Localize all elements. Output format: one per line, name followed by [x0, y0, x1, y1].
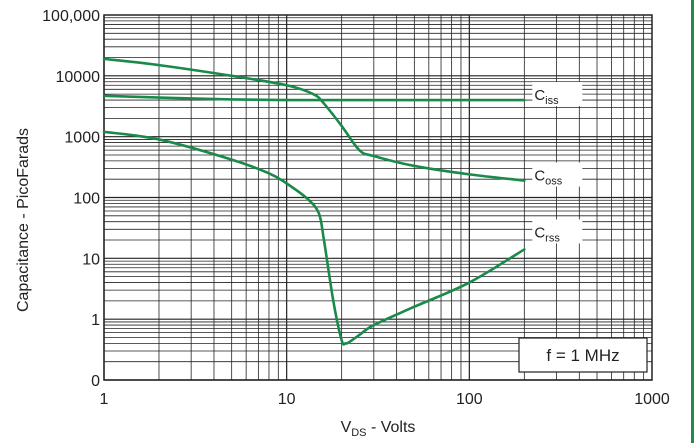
y-tick-label: 10000	[56, 69, 101, 86]
y-tick-label: 1	[91, 312, 100, 329]
x-tick-label: 10	[278, 391, 296, 408]
y-axis-title: Capacitance - PicoFarads	[15, 128, 32, 312]
x-tick-label: 1000	[634, 391, 670, 408]
y-tick-label: 0	[91, 373, 100, 390]
y-tick-label: 1000	[64, 130, 100, 147]
y-tick-label: 100	[73, 191, 100, 208]
y-tick-label: 10	[82, 251, 100, 268]
x-axis-title: VDS - Volts	[341, 419, 416, 439]
x-tick-label: 100	[456, 391, 483, 408]
y-tick-label: 100,000	[42, 8, 100, 25]
annotation-text: f = 1 MHz	[546, 346, 619, 365]
x-tick-label: 1	[100, 391, 109, 408]
